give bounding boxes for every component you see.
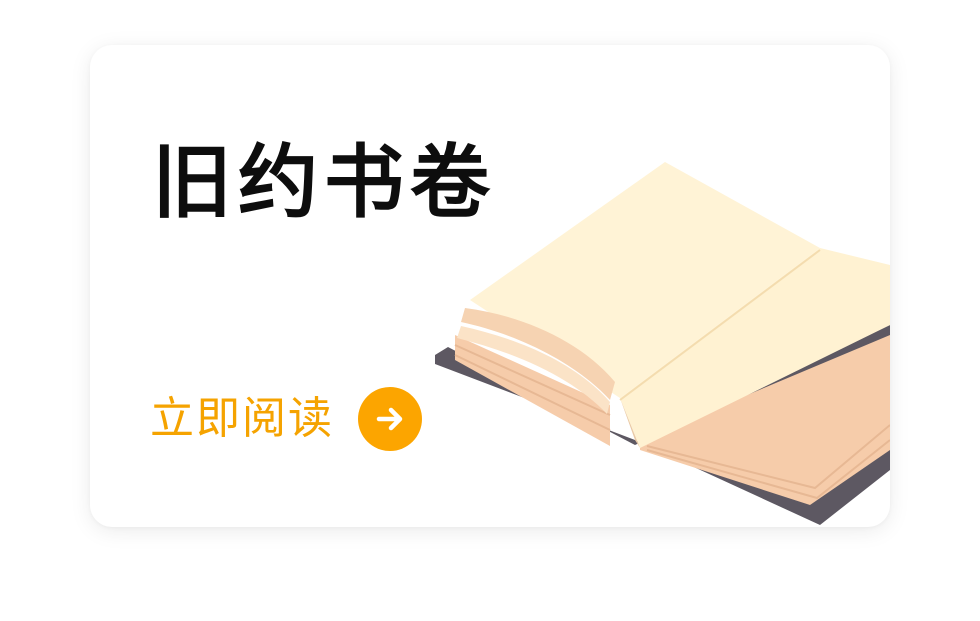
read-now-button[interactable]: 立即阅读 xyxy=(150,387,422,451)
card-title: 旧约书卷 xyxy=(152,136,496,229)
book-card[interactable]: 旧约书卷 立即阅读 xyxy=(90,45,890,527)
arrow-right-icon[interactable] xyxy=(358,387,422,451)
open-book-illustration xyxy=(435,162,890,525)
read-now-label: 立即阅读 xyxy=(150,393,334,444)
